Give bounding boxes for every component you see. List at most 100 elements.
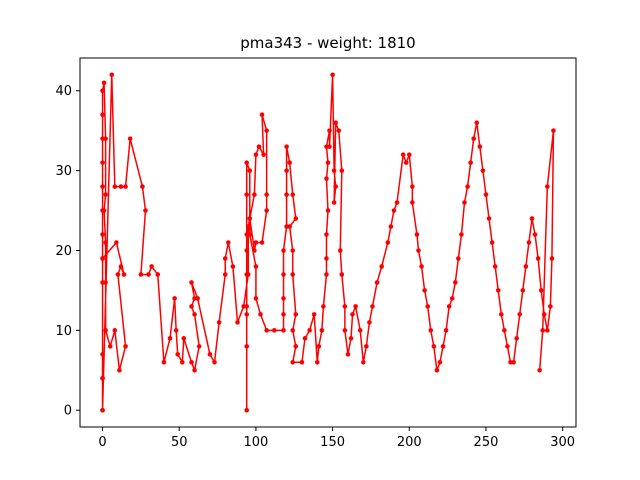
data-point [462, 200, 467, 205]
data-point [290, 272, 296, 277]
data-point [474, 120, 480, 125]
data-point [293, 344, 299, 349]
data-point [235, 320, 240, 325]
data-point [416, 248, 421, 253]
data-point [489, 240, 495, 245]
data-point [244, 407, 250, 413]
data-point [471, 136, 477, 141]
data-point [230, 264, 236, 269]
data-point [537, 367, 542, 373]
data-point [325, 208, 331, 213]
data-point [100, 375, 105, 381]
data-point [514, 336, 519, 341]
data-point [333, 184, 338, 189]
data-point [253, 240, 259, 245]
data-point [311, 312, 317, 317]
data-point [446, 304, 452, 309]
data-point [324, 176, 329, 181]
data-point [253, 264, 259, 269]
data-point [370, 304, 375, 309]
data-point [181, 336, 187, 341]
data-point [403, 160, 409, 165]
data-point [253, 296, 259, 301]
data-point [538, 288, 544, 293]
data-point [350, 312, 355, 317]
data-point [222, 272, 228, 277]
data-point [551, 128, 556, 133]
x-tick-label: 300 [550, 435, 575, 450]
data-point [400, 152, 406, 157]
data-point [331, 200, 337, 205]
data-point [167, 336, 173, 341]
data-point [422, 288, 427, 293]
data-point [367, 320, 372, 325]
data-point [109, 72, 115, 78]
data-point [319, 328, 325, 333]
data-point [419, 264, 424, 269]
data-point [121, 272, 127, 277]
series-line [101, 74, 555, 411]
data-point [172, 296, 177, 301]
data-point [325, 160, 331, 165]
data-point [330, 72, 335, 78]
data-point [374, 280, 380, 285]
data-point [379, 264, 384, 269]
data-point [103, 328, 108, 333]
data-point [342, 304, 348, 309]
data-point [290, 248, 296, 253]
y-tick-label: 0 [64, 404, 72, 419]
data-point [103, 136, 108, 141]
data-point [495, 288, 501, 293]
plot-frame [79, 57, 577, 428]
data-point [244, 304, 250, 309]
data-point [127, 136, 133, 141]
data-point [112, 328, 118, 333]
data-point [103, 280, 108, 285]
data-point [293, 312, 299, 317]
x-tick-label: 50 [171, 435, 188, 450]
data-point [459, 232, 464, 237]
data-point [410, 184, 415, 189]
y-axis: 0 10 20 30 40 [55, 84, 80, 419]
data-point [545, 328, 550, 333]
data-point [207, 352, 213, 357]
y-tick-label: 20 [55, 244, 72, 259]
data-point [529, 216, 535, 221]
y-tick-label: 40 [55, 84, 72, 99]
data-point [357, 328, 363, 333]
data-point [307, 328, 312, 333]
data-point [244, 248, 250, 253]
data-point [425, 304, 430, 309]
data-point [259, 240, 265, 245]
data-point [465, 184, 470, 189]
data-point [483, 192, 489, 197]
data-point [189, 304, 194, 309]
x-tick-label: 150 [320, 435, 345, 450]
data-point [477, 144, 483, 149]
data-point [244, 192, 250, 197]
data-point [324, 232, 329, 237]
data-point [100, 352, 105, 357]
data-point [195, 296, 200, 301]
data-point [511, 360, 516, 365]
data-point [149, 264, 154, 269]
data-point [391, 208, 397, 213]
data-point [264, 192, 269, 197]
x-tick-label: 250 [474, 435, 499, 450]
data-point [505, 344, 510, 349]
data-point [549, 256, 555, 261]
data-point [226, 240, 231, 245]
data-point [523, 264, 529, 269]
data-point [143, 208, 148, 213]
data-point [189, 280, 194, 285]
data-point [302, 336, 308, 341]
x-tick-label: 0 [98, 435, 106, 450]
data-point [526, 240, 532, 245]
data-point [342, 328, 348, 333]
data-point [175, 352, 180, 357]
data-point [486, 216, 492, 221]
data-point [247, 232, 253, 237]
data-point [100, 88, 105, 94]
data-point [244, 160, 250, 165]
